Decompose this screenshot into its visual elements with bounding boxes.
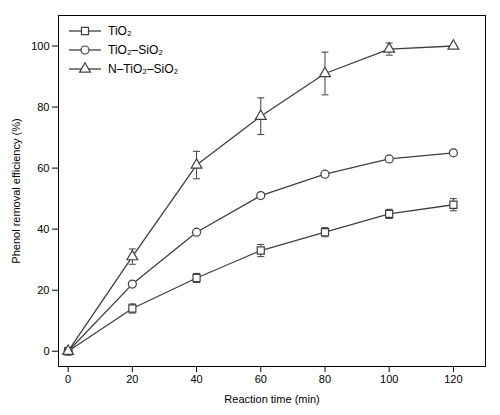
- svg-text:60: 60: [37, 162, 49, 174]
- svg-text:40: 40: [37, 223, 49, 235]
- svg-text:Reaction time (min): Reaction time (min): [224, 393, 319, 405]
- svg-text:20: 20: [126, 373, 138, 385]
- svg-text:80: 80: [37, 101, 49, 113]
- svg-text:0: 0: [65, 373, 71, 385]
- svg-text:100: 100: [380, 373, 398, 385]
- svg-text:20: 20: [37, 284, 49, 296]
- svg-text:40: 40: [190, 373, 202, 385]
- svg-text:60: 60: [255, 373, 267, 385]
- html-text:N–TiO₂–SiO₂: N–TiO₂–SiO₂: [108, 61, 179, 76]
- html-text:TiO₂–SiO₂: TiO₂–SiO₂: [108, 42, 163, 57]
- svg-text:120: 120: [444, 373, 462, 385]
- svg-text:Phenol removal efficiency (%): Phenol removal efficiency (%): [10, 118, 22, 263]
- svg-text:100: 100: [31, 40, 49, 52]
- svg-text:0: 0: [43, 345, 49, 357]
- html-text:TiO₂: TiO₂: [108, 23, 132, 38]
- svg-text:80: 80: [319, 373, 331, 385]
